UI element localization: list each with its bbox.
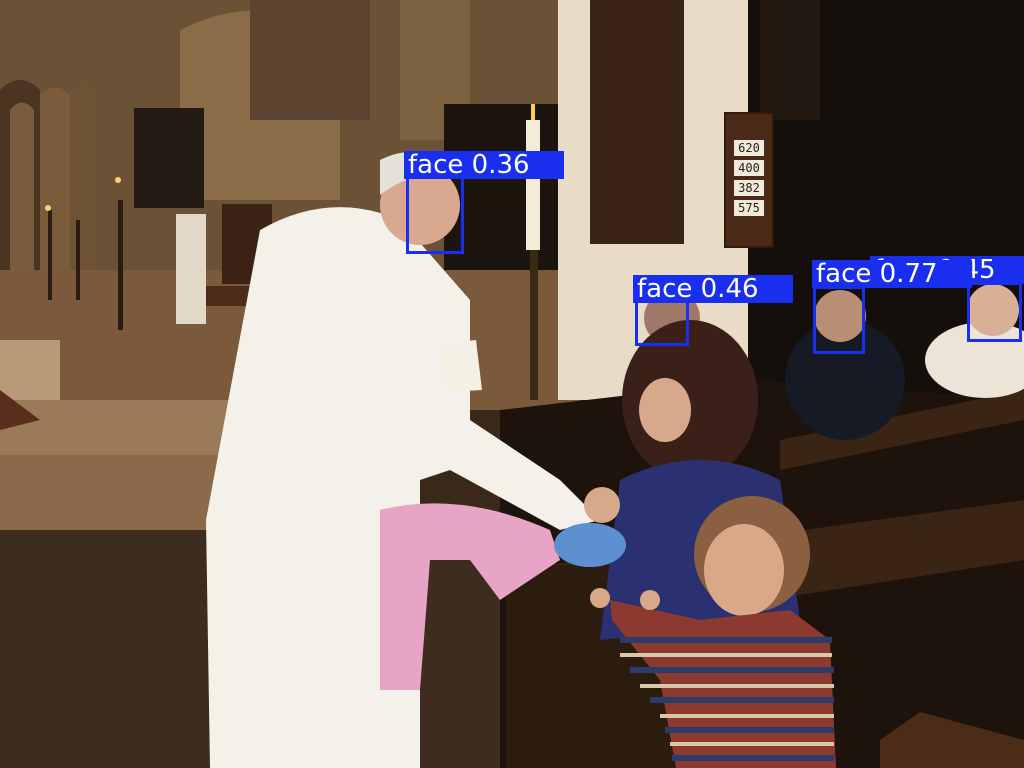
face-detection-box [635, 300, 689, 346]
hymn-number: 575 [734, 200, 764, 216]
face-detection-box [967, 282, 1022, 342]
face-detection-label: face 0.77 [812, 260, 972, 288]
face-detection-label: face 0.36 [404, 151, 564, 179]
hymn-number-board: 620 400 382 575 [724, 112, 774, 248]
face-detection-label: face 0.46 [633, 275, 793, 303]
hymn-number: 620 [734, 140, 764, 156]
face-detection-box [813, 286, 865, 354]
face-detection-box [406, 176, 464, 254]
hymn-number: 382 [734, 180, 764, 196]
hymn-number: 400 [734, 160, 764, 176]
